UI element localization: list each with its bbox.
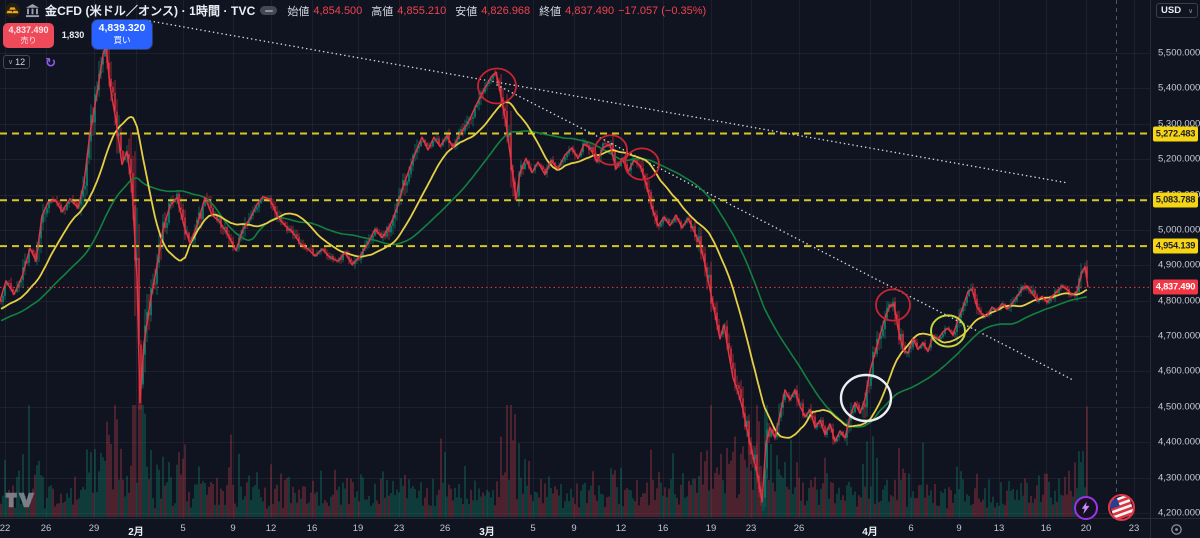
bank-building-icon [25,3,40,18]
buy-button[interactable]: 4,839.320 買い [92,20,152,49]
time-tick-day: 6 [908,523,914,534]
price-tick-label: 5,000.000 [1158,224,1200,236]
indicator-count: 12 [15,57,26,67]
price-axis[interactable]: 5,500.0005,400.0005,300.0005,200.0005,10… [1150,0,1200,519]
price-tick-label: 4,800.000 [1158,295,1200,307]
symbol-title[interactable]: 金CFD (米ドル／オンス) · 1時間 · TVC [45,4,256,18]
price-tick-label: 4,700.000 [1158,330,1200,342]
price-tick-label: 5,500.000 [1158,47,1200,59]
price-level-badge: 5,083.788 [1153,192,1198,208]
time-tick-day: 9 [230,523,236,534]
currency-dropdown[interactable]: USD ∨ [1156,3,1198,18]
time-tick-day: 23 [1128,523,1140,534]
last-price-badge: 4,837.490 [1153,279,1198,295]
time-tick-day: 9 [571,523,577,534]
time-tick-day: 16 [306,523,318,534]
us-flag-icon [1110,496,1133,519]
price-tick-label: 4,300.000 [1158,472,1200,484]
spread-value: 1,830 [61,29,85,40]
open-label: 始値 [287,5,310,18]
tradingview-watermark[interactable] [4,490,36,512]
indicators-collapse-chip[interactable]: ∨ 12 [3,55,31,69]
lightning-bolt-icon [1081,501,1090,515]
time-tick-day: 9 [956,523,962,534]
time-tick-day: 19 [705,523,717,534]
time-tick-day: 26 [793,523,805,534]
price-tick-label: 5,300.000 [1158,118,1200,130]
low-label: 安値 [455,5,478,18]
time-tick-day: 22 [0,523,11,534]
chevron-down-icon: ∨ [8,59,14,66]
refresh-replay-icon[interactable]: ↻ [45,54,57,70]
time-tick-day: 12 [265,523,277,534]
price-tick-label: 4,400.000 [1158,436,1200,448]
price-tick-label: 5,200.000 [1158,153,1200,165]
change-value: −17.057 (−0.35%) [618,4,707,17]
gold-bars-icon [5,3,20,18]
axis-settings-icon[interactable] [1170,523,1183,536]
time-tick-day: 12 [615,523,627,534]
time-tick-day: 5 [180,523,186,534]
symbol-legend: 金CFD (米ドル／オンス) · 1時間 · TVC 始値 4,854.500 … [5,2,706,19]
sell-button[interactable]: 4,837.490 売り [3,23,54,48]
close-value: 4,837.490 [565,4,615,17]
lightning-status-button[interactable] [1074,496,1098,520]
buy-price: 4,839.320 [98,22,146,34]
open-value: 4,854.500 [313,4,363,17]
time-tick-day: 29 [88,523,100,534]
time-tick-day: 26 [439,523,451,534]
ohlc-readout: 始値 4,854.500 高値 4,855.210 安値 4,826.968 終… [282,3,706,19]
series-visibility-pill[interactable] [260,6,278,15]
chevron-down-icon: ∨ [1188,7,1193,15]
sell-label: 売り [20,36,37,45]
price-tick-label: 4,600.000 [1158,365,1200,377]
price-tick-label: 4,900.000 [1158,259,1200,271]
high-label: 高値 [371,5,394,18]
time-tick-day: 23 [745,523,757,534]
time-tick-day: 26 [40,523,52,534]
time-tick-day: 13 [993,523,1005,534]
time-tick-day: 16 [1040,523,1052,534]
axis-settings-corner [1150,518,1200,538]
time-axis[interactable]: 22 26 29 2月 5 9 12 16 19 23 26 3月 5 9 12 16 19 23 26 4月 6 9 13… [0,518,1150,538]
tradingview-logo-icon [5,492,35,508]
indicator-row: ∨ 12 ↻ [3,55,56,69]
price-tick-label: 4,500.000 [1158,401,1200,413]
time-tick-month: 4月 [862,527,878,538]
price-tick-label: 5,400.000 [1158,82,1200,94]
time-tick-day: 20 [1080,523,1092,534]
trade-panel: 4,837.490 売り 1,830 4,839.320 買い [3,20,152,49]
sell-price: 4,837.490 [8,25,49,35]
time-tick-month: 3月 [479,527,495,538]
buy-label: 買い [113,35,131,45]
time-tick-day: 19 [352,523,364,534]
price-tick-label: 4,200.000 [1158,507,1200,519]
currency-label: USD [1161,5,1182,16]
us-market-flag-button[interactable] [1108,494,1135,521]
time-tick-day: 16 [657,523,669,534]
close-label: 終値 [539,5,562,18]
time-tick-month: 2月 [128,527,144,538]
price-level-badge: 5,272.483 [1153,126,1198,141]
price-level-badge: 4,954.139 [1153,238,1198,254]
time-tick-day: 5 [530,523,536,534]
time-tick-day: 23 [393,523,405,534]
low-value: 4,826.968 [481,4,531,17]
high-value: 4,855.210 [397,4,447,17]
